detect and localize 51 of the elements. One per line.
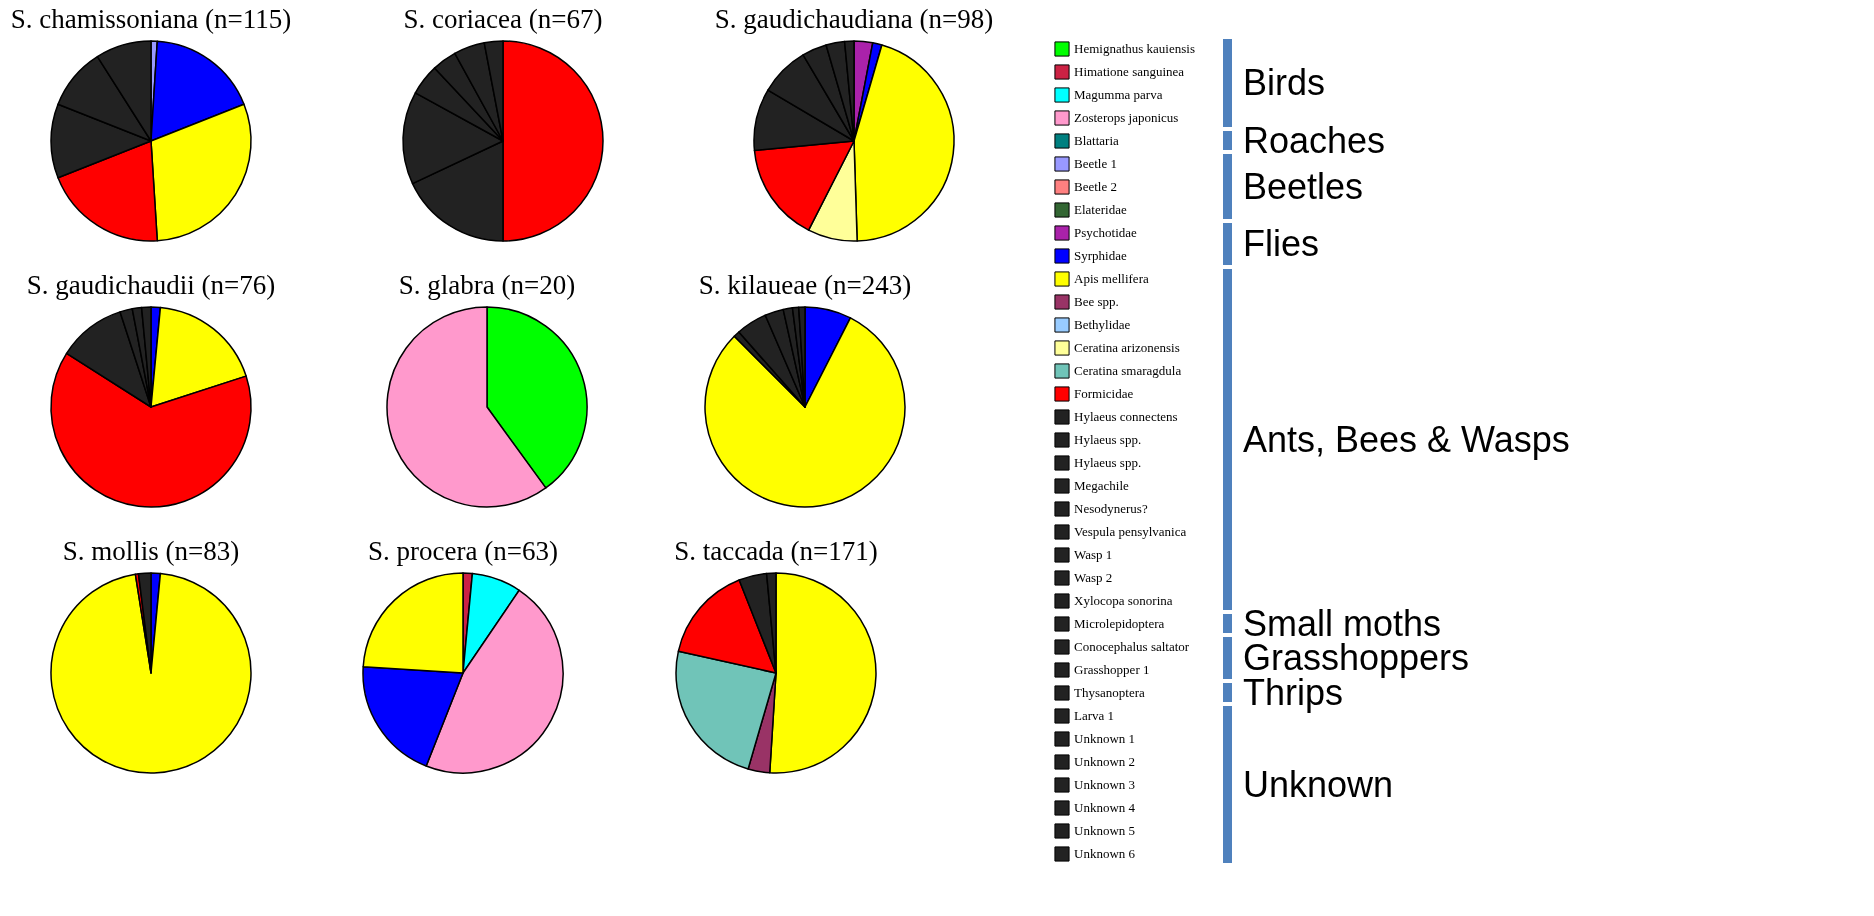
legend-label: Unknown 4 bbox=[1074, 800, 1136, 815]
text: Birds bbox=[1242, 62, 1325, 104]
chart-title: S. gaudichaudii (n=76) bbox=[26, 270, 276, 301]
legend-label: Bee spp. bbox=[1074, 294, 1119, 309]
legend-label: Hylaeus connectens bbox=[1074, 409, 1178, 424]
chart-title: S. mollis (n=83) bbox=[62, 536, 240, 567]
chart-title: S. gaudichaudiana (n=98) bbox=[714, 4, 994, 35]
text: Ants, Bees & Wasps bbox=[1242, 418, 1570, 460]
chart-title: S. procera (n=63) bbox=[368, 536, 558, 567]
legend-label: Unknown 2 bbox=[1074, 754, 1136, 769]
legend-label: Wasp 2 bbox=[1074, 570, 1113, 585]
legend-label: Xylocopa sonorina bbox=[1074, 593, 1173, 608]
legend-label: Megachile bbox=[1074, 478, 1130, 493]
text: Roaches bbox=[1242, 119, 1386, 161]
legend-label: Blattaria bbox=[1074, 133, 1119, 148]
legend-label: Psychotidae bbox=[1074, 225, 1138, 240]
legend-label: Magumma parva bbox=[1074, 87, 1163, 102]
legend-label: Formicidae bbox=[1074, 386, 1134, 401]
legend-label: Conocephalus saltator bbox=[1074, 639, 1190, 654]
legend-label: Thysanoptera bbox=[1074, 685, 1145, 700]
legend-label: Unknown 6 bbox=[1074, 846, 1136, 861]
legend-label: Unknown 1 bbox=[1074, 731, 1136, 746]
legend-label: Bethylidae bbox=[1074, 317, 1131, 332]
legend-label: Beetle 1 bbox=[1074, 156, 1117, 171]
chart-title: S. chamissoniana (n=115) bbox=[10, 4, 292, 35]
chart-title: S. glabra (n=20) bbox=[398, 270, 576, 301]
legend-label: Unknown 3 bbox=[1074, 777, 1136, 792]
legend-label: Vespula pensylvanica bbox=[1074, 524, 1187, 539]
legend-label: Himatione sanguinea bbox=[1074, 64, 1185, 79]
legend-label: Microlepidoptera bbox=[1074, 616, 1165, 631]
text: Unknown bbox=[1242, 763, 1394, 805]
legend-label: Beetle 2 bbox=[1074, 179, 1117, 194]
legend-label: Larva 1 bbox=[1074, 708, 1115, 723]
legend-label: Ceratina smaragdula bbox=[1074, 363, 1182, 378]
legend-label: Apis mellifera bbox=[1074, 271, 1149, 286]
chart-title: S. coriacea (n=67) bbox=[403, 4, 603, 35]
legend-label: Hemignathus kauiensis bbox=[1074, 41, 1195, 56]
legend-label: Wasp 1 bbox=[1074, 547, 1113, 562]
text: Flies bbox=[1242, 223, 1319, 265]
legend-label: Hylaeus spp. bbox=[1074, 432, 1142, 447]
legend-label: Zosterops japonicus bbox=[1074, 110, 1179, 125]
legend-label: Syrphidae bbox=[1074, 248, 1127, 263]
legend-label: Unknown 5 bbox=[1074, 823, 1136, 838]
chart-title: S. kilaueae (n=243) bbox=[698, 270, 912, 301]
legend-label: Ceratina arizonensis bbox=[1074, 340, 1180, 355]
legend-label: Elateridae bbox=[1074, 202, 1127, 217]
legend-label: Grasshopper 1 bbox=[1074, 662, 1150, 677]
legend-label: Nesodynerus? bbox=[1074, 501, 1148, 516]
chart-title: S. taccada (n=171) bbox=[674, 536, 878, 567]
text: Beetles bbox=[1242, 165, 1364, 207]
legend-label: Hylaeus spp. bbox=[1074, 455, 1142, 470]
